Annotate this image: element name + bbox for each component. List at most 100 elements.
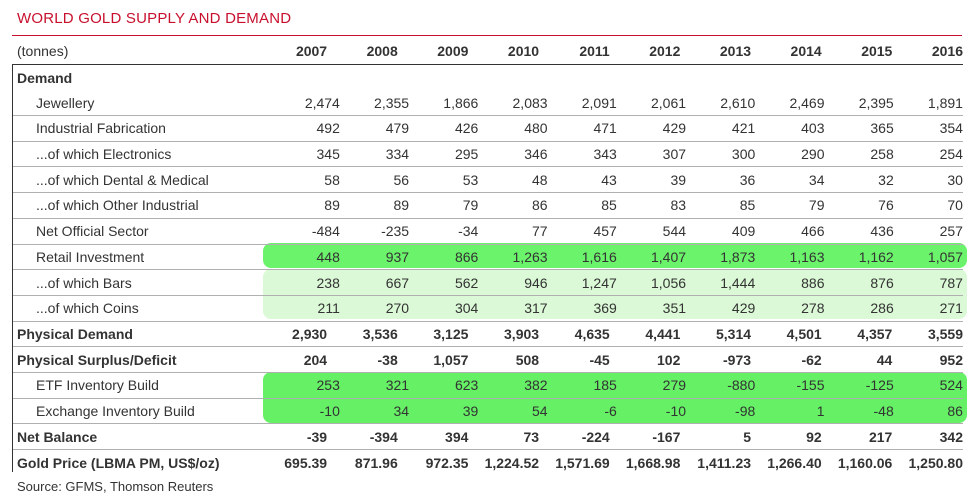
year-header: 2007 xyxy=(295,43,328,60)
table-cell: 394 xyxy=(445,428,469,445)
table-cell: 365 xyxy=(870,120,894,137)
table-cell: 85 xyxy=(739,197,756,214)
table-cell: 53 xyxy=(462,171,479,188)
table-cell: 457 xyxy=(593,223,617,240)
table-row: Exchange Inventory Build -10 34 39 54 -6 -10 -9… xyxy=(13,399,963,425)
table-cell: -39 xyxy=(306,428,328,445)
table-cell: 562 xyxy=(454,274,479,291)
table-cell: 34 xyxy=(393,402,410,419)
table-cell: 937 xyxy=(385,248,410,265)
table-cell: -10 xyxy=(319,402,340,419)
table-cell: 39 xyxy=(462,402,479,419)
table-cell: 1,247 xyxy=(581,274,617,291)
table-cell: 2,395 xyxy=(858,94,894,111)
year-header: 2015 xyxy=(861,43,893,60)
table-cell: 1,263 xyxy=(512,248,548,265)
table-cell: -973 xyxy=(723,351,752,368)
table-cell: 382 xyxy=(524,377,548,394)
year-header: 2012 xyxy=(649,43,681,60)
table-row: Industrial Fabrication 492 479 426 480 471 429… xyxy=(13,116,963,142)
table-cell: 623 xyxy=(454,377,479,394)
table-cell: 279 xyxy=(662,377,687,394)
table-cell: 429 xyxy=(662,120,687,137)
table-cell: -62 xyxy=(801,351,822,368)
table-cell: 952 xyxy=(939,351,963,368)
table-cell: 3,903 xyxy=(504,325,540,342)
row-label: ...of which Bars xyxy=(36,274,132,291)
table-cell: -167 xyxy=(652,428,681,445)
table-cell: 2,469 xyxy=(789,94,825,111)
table-cell: -484 xyxy=(311,223,340,240)
table-cell: 346 xyxy=(524,146,548,163)
table-cell: 421 xyxy=(731,120,756,137)
table-cell: 480 xyxy=(524,120,548,137)
table-cell: 77 xyxy=(531,223,548,240)
table-cell: 32 xyxy=(878,171,894,188)
table-cell: 295 xyxy=(454,146,479,163)
table-cell: 1,057 xyxy=(927,248,963,265)
table-cell: 89 xyxy=(393,197,410,214)
row-label: Exchange Inventory Build xyxy=(36,402,195,419)
row-label: Jewellery xyxy=(36,94,95,111)
table-cell: 258 xyxy=(870,146,894,163)
year-header: 2009 xyxy=(437,43,469,60)
table-cell: 354 xyxy=(939,120,963,137)
table-cell: -34 xyxy=(458,223,479,240)
table-row: Physical Demand 2,930 3,536 3,125 3,903 4,635… xyxy=(13,322,963,348)
table-cell: -125 xyxy=(865,377,894,394)
table-row: ...of which Coins 211 270 304 317 369 351 429 27… xyxy=(13,296,963,322)
source-note: Source: GFMS, Thomson Reuters xyxy=(17,479,214,494)
table-cell: 5,314 xyxy=(715,325,752,342)
table-cell: 1,160.06 xyxy=(837,454,893,471)
table-cell: 1,668.98 xyxy=(625,454,681,471)
year-header: 2016 xyxy=(931,43,963,60)
title-divider xyxy=(12,35,962,36)
table-cell: 3,559 xyxy=(927,325,963,342)
table-cell: 1,407 xyxy=(650,248,687,265)
year-header: 2014 xyxy=(790,43,822,60)
table-cell: 254 xyxy=(939,146,963,163)
table-cell: 471 xyxy=(593,120,617,137)
table-cell: 695.39 xyxy=(284,454,328,471)
table-cell: 204 xyxy=(303,351,328,368)
table-cell: -38 xyxy=(377,351,398,368)
table-cell: 1,057 xyxy=(433,351,469,368)
highlight-etf-exchange xyxy=(263,372,967,423)
table-cell: 448 xyxy=(316,248,340,265)
table-cell: 351 xyxy=(662,300,687,317)
table-cell: 36 xyxy=(739,171,756,188)
table-cell: 1,266.40 xyxy=(767,454,822,471)
table-cell: 85 xyxy=(601,197,617,214)
row-label: Net Balance xyxy=(17,428,98,445)
table-cell: 1,162 xyxy=(858,248,894,265)
table-cell: -48 xyxy=(873,402,894,419)
table-row: Jewellery 2,474 2,355 1,866 2,083 2,091 2,061 2… xyxy=(13,90,963,117)
table-cell: 2,091 xyxy=(581,94,617,111)
left-rule xyxy=(12,64,13,472)
table-cell: 334 xyxy=(385,146,410,163)
row-label: Gold Price (LBMA PM, US$/oz) xyxy=(17,454,220,471)
table-cell: 429 xyxy=(731,300,756,317)
table-row: Net Balance -39 -394 394 73 -224 -167 5 92 217 342 xyxy=(13,424,963,450)
table-cell: 345 xyxy=(316,146,340,163)
table-cell: 369 xyxy=(593,300,617,317)
table-cell: 4,635 xyxy=(574,325,610,342)
table-cell: 409 xyxy=(731,223,756,240)
row-label: ...of which Coins xyxy=(36,300,139,317)
year-header: 2013 xyxy=(719,43,752,60)
row-label: Demand xyxy=(17,69,73,86)
table-cell: 866 xyxy=(454,248,479,265)
table-cell: 304 xyxy=(454,300,479,317)
table-cell: 253 xyxy=(316,377,340,394)
table-row: Net Official Sector -484 -235 -34 77 457 544 40… xyxy=(13,219,963,245)
row-label: Physical Surplus/Deficit xyxy=(17,351,177,368)
table-row: Retail Investment 448 937 866 1,263 1,616 1,40… xyxy=(13,245,963,271)
table-cell: 3,125 xyxy=(433,325,469,342)
table-cell: -224 xyxy=(581,428,610,445)
table-cell: 39 xyxy=(670,171,687,188)
table-cell: 44 xyxy=(876,351,893,368)
table-cell: 876 xyxy=(870,274,894,291)
table-row: Gold Price (LBMA PM, US$/oz) 695.39 871.96… xyxy=(13,450,963,476)
table-cell: 2,610 xyxy=(720,94,756,111)
table-cell: 544 xyxy=(662,223,687,240)
